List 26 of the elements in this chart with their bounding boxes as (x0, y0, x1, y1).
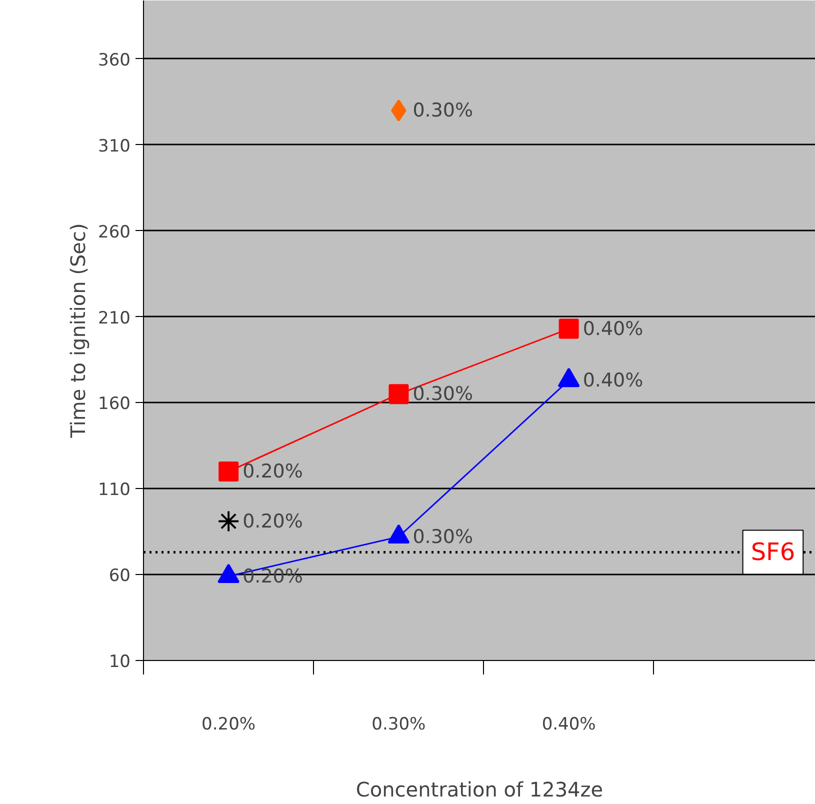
x-tick-label: 0.30% (372, 714, 426, 734)
annotation: 0.30% (412, 383, 474, 406)
y-tick-label: 160 (98, 394, 131, 414)
point (218, 461, 239, 482)
point (218, 510, 240, 532)
y-tick-label: 10 (108, 652, 131, 672)
annotation: 0.40% (582, 318, 644, 340)
point (388, 384, 409, 404)
y-tick-label: 360 (98, 50, 131, 70)
y-tick-label: 210 (98, 308, 131, 328)
point (391, 100, 406, 122)
annotation: 0.40% (582, 369, 644, 392)
annotation: 0.20% (242, 460, 303, 482)
y-tick-label: 60 (108, 566, 131, 586)
y-tick-label: 310 (98, 136, 131, 156)
annotation: 0.20% (242, 510, 303, 532)
annotation: 0.30% (412, 526, 474, 548)
y-axis-title: Time to ignition (Sec) (66, 223, 90, 439)
ref-line-label: SF6 (750, 538, 796, 566)
y-tick-label: 110 (98, 480, 131, 500)
x-tick-label: 0.20% (202, 714, 256, 734)
x-axis-title: Concentration of 1234ze (356, 778, 604, 802)
annotation: 0.30% (412, 100, 474, 122)
point (558, 318, 579, 339)
y-tick-label: 260 (98, 222, 131, 242)
x-tick-label: 0.40% (542, 714, 596, 734)
